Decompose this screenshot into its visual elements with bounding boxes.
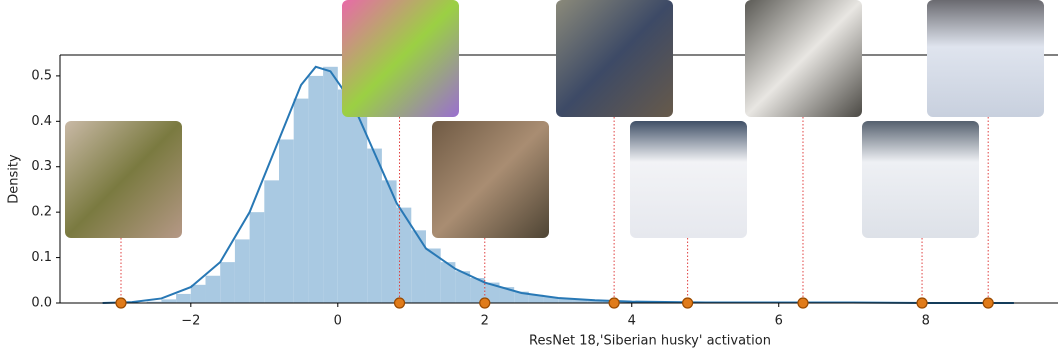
x-tick-label: 2	[481, 314, 489, 329]
histogram-bar	[470, 278, 485, 303]
histogram-bar	[190, 284, 206, 303]
x-tick-label: 0	[334, 314, 342, 329]
x-tick-label: −2	[181, 314, 200, 329]
marker	[982, 297, 994, 309]
histogram-bar	[411, 230, 426, 303]
thumbnail	[927, 0, 1044, 117]
y-tick-label: 0.2	[31, 205, 52, 220]
histogram-bar	[205, 275, 221, 303]
histogram-bar	[279, 139, 294, 303]
histogram-bar	[323, 66, 338, 303]
thumbnail	[432, 121, 549, 238]
histogram-bar	[161, 299, 177, 303]
y-tick-label: 0.4	[31, 114, 52, 129]
histogram-bar	[264, 180, 280, 303]
y-tick-label: 0.0	[31, 296, 52, 311]
marker	[393, 297, 406, 309]
y-axis-label: Density	[7, 154, 22, 204]
histogram-bar	[352, 116, 368, 304]
histogram-bar	[514, 291, 529, 303]
marker	[479, 297, 491, 309]
marker	[682, 297, 694, 309]
x-tick-label: 8	[922, 314, 930, 329]
thumbnail	[630, 121, 747, 238]
histogram-bar	[234, 239, 250, 303]
marker	[797, 297, 809, 309]
histogram-bar	[528, 294, 544, 303]
histogram-bar	[220, 262, 235, 303]
histogram-bar	[308, 75, 324, 304]
x-tick-label: 6	[775, 314, 783, 329]
y-tick-label: 0.1	[31, 250, 52, 265]
histogram-bar	[337, 89, 353, 304]
thumbnail	[342, 0, 459, 117]
thumbnail	[745, 0, 862, 117]
y-tick-label: 0.3	[31, 159, 52, 174]
marker	[608, 297, 620, 309]
histogram-bar	[396, 207, 412, 303]
histogram-bar	[146, 301, 162, 303]
histogram-bar	[587, 300, 603, 303]
histogram-bar	[293, 98, 309, 303]
histogram-bar	[425, 248, 441, 303]
histogram-bar	[249, 212, 265, 303]
histogram-bar	[367, 148, 382, 303]
marker	[115, 297, 127, 309]
x-tick-label: 4	[628, 314, 636, 329]
marker	[916, 297, 928, 309]
histogram-bar	[572, 299, 588, 303]
y-tick-label: 0.5	[31, 68, 52, 83]
x-axis-label: ResNet 18,'Siberian husky' activation	[529, 334, 771, 349]
thumbnail	[65, 121, 182, 238]
histogram-bar	[543, 297, 559, 303]
histogram-bar	[499, 287, 515, 303]
thumbnail	[556, 0, 673, 117]
histogram-bar	[484, 282, 500, 303]
thumbnail	[862, 121, 979, 238]
histogram-bar	[455, 271, 471, 303]
histogram-bar	[176, 293, 191, 303]
histogram-bar	[558, 298, 573, 303]
histogram-bar	[381, 180, 397, 303]
histogram-bar	[440, 262, 456, 303]
